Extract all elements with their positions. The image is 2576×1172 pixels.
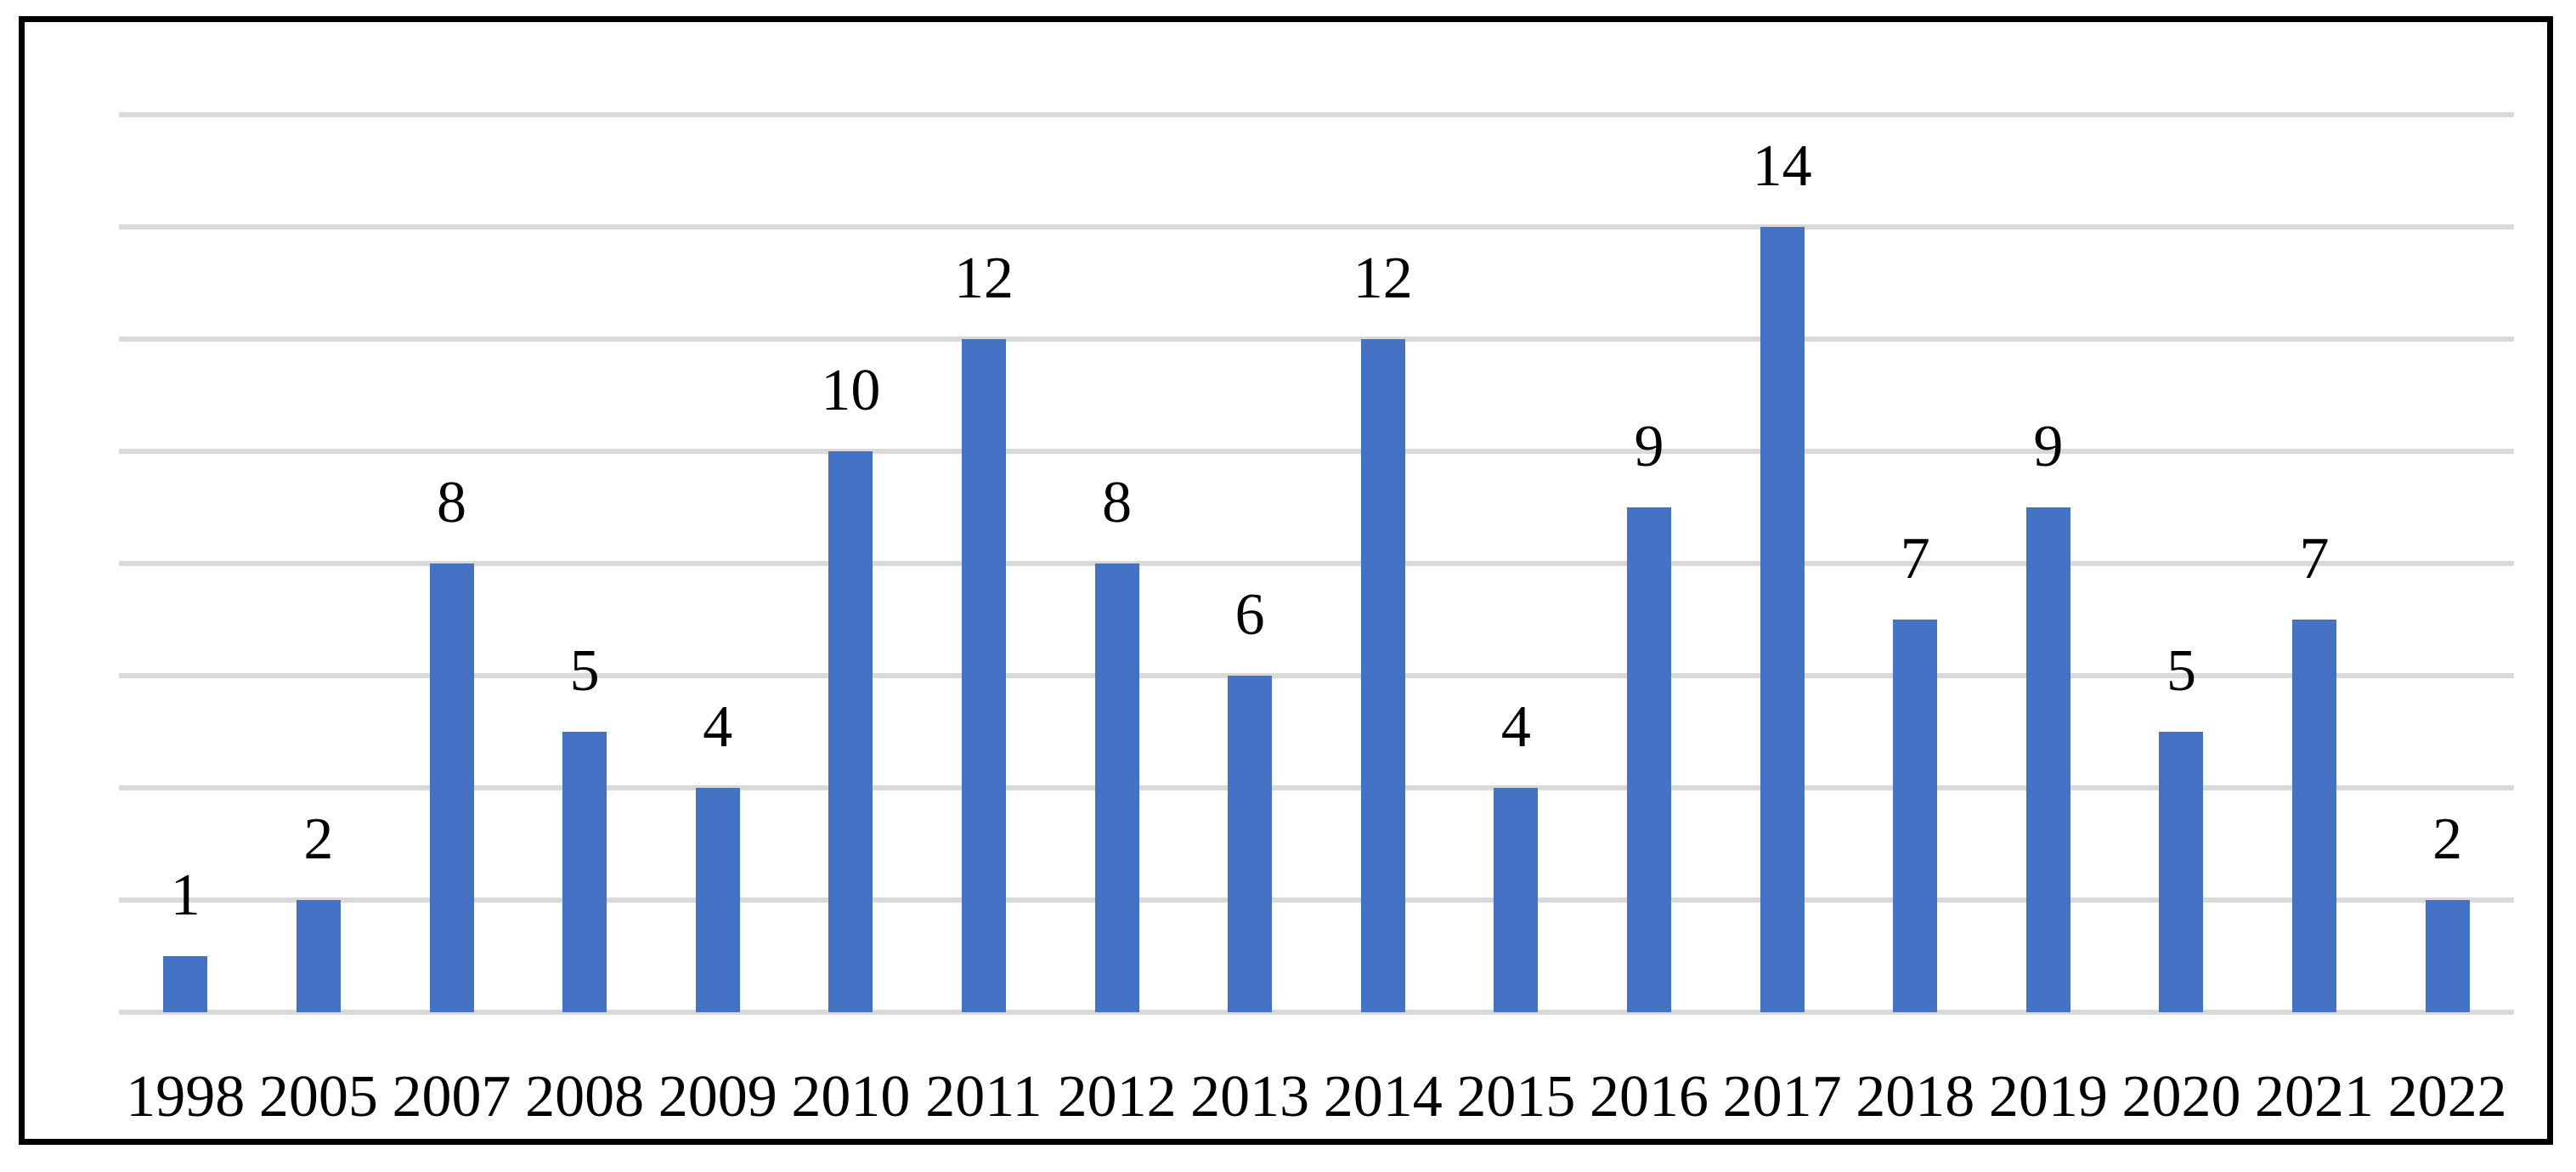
bar-slot-2018: 7	[1849, 529, 1982, 1012]
bar-slot-2013: 6	[1183, 586, 1317, 1012]
bar-value-label-2019: 9	[2033, 414, 2064, 479]
bar-value-label-2022: 2	[2432, 807, 2463, 872]
bar-value-label-2015: 4	[1500, 694, 1531, 760]
bar-2012	[1094, 563, 1139, 1012]
bar-2018	[1893, 620, 1938, 1012]
bar-slot-2008: 5	[518, 642, 652, 1012]
bar-2022	[2425, 900, 2470, 1012]
x-tick-label-2022: 2022	[2387, 1064, 2507, 1130]
bars-layer: 1 2 8 5 4 10 12 8 6 12 4 9 14 7 9 5 7 2	[119, 115, 2514, 1012]
bar-2010	[828, 451, 873, 1012]
gridline-y-14	[119, 224, 2514, 229]
x-tick-label-2005: 2005	[258, 1064, 378, 1130]
x-tick-label-2021: 2021	[2255, 1064, 2375, 1130]
bar-slot-2020: 5	[2115, 642, 2248, 1012]
bar-slot-2016: 9	[1583, 417, 1716, 1012]
bar-2008	[562, 732, 607, 1012]
gridline-y-6	[119, 673, 2514, 678]
bar-value-label-2012: 8	[1102, 470, 1133, 535]
bar-value-label-2005: 2	[303, 807, 334, 872]
x-tick-label-2007: 2007	[392, 1064, 511, 1130]
x-tick-label-2017: 2017	[1722, 1064, 1842, 1130]
x-tick-label-2014: 2014	[1323, 1064, 1443, 1130]
bar-2017	[1760, 227, 1805, 1012]
bar-value-label-2021: 7	[2299, 526, 2330, 592]
bar-2011	[961, 339, 1006, 1012]
bar-value-label-2013: 6	[1234, 582, 1265, 648]
gridline-y-2	[119, 897, 2514, 903]
x-tick-label-2011: 2011	[925, 1064, 1042, 1130]
bar-2016	[1627, 507, 1671, 1012]
bar-value-label-2007: 8	[437, 470, 467, 535]
bar-slot-2019: 9	[1982, 417, 2116, 1012]
bar-2021	[2292, 620, 2337, 1012]
bar-slot-2005: 2	[252, 810, 386, 1012]
bar-value-label-2016: 9	[1634, 414, 1664, 479]
x-tick-label-2013: 2013	[1190, 1064, 1310, 1130]
x-tick-label-2012: 2012	[1057, 1064, 1177, 1130]
bar-value-label-2020: 5	[2166, 638, 2196, 704]
x-tick-label-2020: 2020	[2121, 1064, 2241, 1130]
bar-2014	[1360, 339, 1405, 1012]
bar-2009	[695, 788, 740, 1012]
bar-value-label-2017: 14	[1752, 133, 1812, 199]
bar-value-label-2010: 10	[821, 358, 881, 423]
bar-2019	[2025, 507, 2070, 1012]
bar-slot-2011: 12	[918, 249, 1051, 1012]
bar-slot-2021: 7	[2248, 529, 2381, 1012]
bar-value-label-2009: 4	[703, 694, 733, 760]
bar-value-label-2014: 12	[1353, 246, 1413, 311]
gridline-y-8	[119, 561, 2514, 566]
x-tick-label-2015: 2015	[1456, 1064, 1576, 1130]
x-tick-label-2019: 2019	[1988, 1064, 2108, 1130]
bar-1998	[163, 956, 208, 1012]
bar-slot-2012: 8	[1050, 473, 1183, 1012]
x-tick-label-2016: 2016	[1590, 1064, 1709, 1130]
bar-value-label-1998: 1	[170, 863, 201, 928]
x-tick-label-2008: 2008	[525, 1064, 645, 1130]
bar-slot-1998: 1	[119, 866, 252, 1012]
bar-slot-2017: 14	[1715, 137, 1849, 1012]
x-axis-labels: 1998 2005 2007 2008 2009 2010 2011 2012 2013 2014…	[119, 1038, 2514, 1157]
bar-slot-2015: 4	[1449, 698, 1583, 1012]
gridline-y-0	[119, 1010, 2514, 1015]
x-tick-label-2010: 2010	[791, 1064, 911, 1130]
bar-value-label-2011: 12	[953, 246, 1014, 311]
bar-2005	[296, 900, 341, 1012]
gridline-y-12	[119, 337, 2514, 342]
bar-2015	[1494, 788, 1539, 1012]
x-tick-label-1998: 1998	[126, 1064, 246, 1130]
bar-slot-2010: 10	[784, 361, 918, 1012]
bar-value-label-2008: 5	[569, 638, 600, 704]
bar-slot-2022: 2	[2381, 810, 2514, 1012]
bar-2007	[429, 563, 474, 1012]
gridline-y-16	[119, 112, 2514, 117]
x-tick-label-2018: 2018	[1856, 1064, 1975, 1130]
plot-area	[119, 112, 2514, 1015]
bar-2020	[2159, 732, 2204, 1012]
bar-slot-2009: 4	[651, 698, 784, 1012]
bar-value-label-2018: 7	[1900, 526, 1930, 592]
gridline-y-4	[119, 785, 2514, 790]
gridline-y-10	[119, 449, 2514, 454]
x-tick-label-2009: 2009	[658, 1064, 777, 1130]
bar-chart-figure: 1 2 8 5 4 10 12 8 6 12 4 9 14 7 9 5 7 2 1998 2005 2007 2008 2…	[19, 16, 2553, 1145]
bar-slot-2007: 8	[385, 473, 518, 1012]
bar-2013	[1228, 676, 1273, 1012]
bar-slot-2014: 12	[1316, 249, 1449, 1012]
